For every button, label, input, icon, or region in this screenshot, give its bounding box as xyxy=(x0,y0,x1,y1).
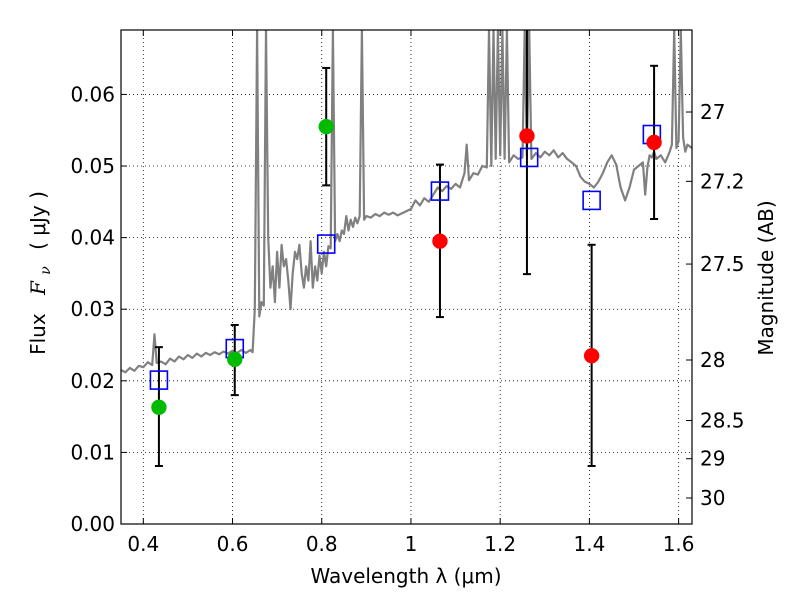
y2-axis-title: Magnitude (AB) xyxy=(754,200,778,355)
y-tick-label: 0.04 xyxy=(70,226,115,250)
y-tick-label: 0.01 xyxy=(70,440,115,464)
green-detection-point xyxy=(151,399,167,416)
y-axis-title-subscript: ν xyxy=(38,266,54,275)
y-tick-label: 0.00 xyxy=(70,512,115,536)
x-tick-label: 0.4 xyxy=(127,532,159,556)
green-detection-point xyxy=(318,118,334,135)
model-photometry-square xyxy=(149,370,169,390)
red-detection-point xyxy=(646,134,662,151)
mag-tick-label: 28 xyxy=(700,348,725,372)
model-photometry-square xyxy=(519,147,539,168)
mag-tick-label: 27 xyxy=(700,100,725,124)
model-spectrum-layer xyxy=(121,30,692,374)
y-tick-label: 0.02 xyxy=(70,369,115,393)
errorbar xyxy=(522,30,531,276)
grid-lines xyxy=(121,30,692,524)
x-tick-label: 1 xyxy=(405,532,418,556)
red-detection-point xyxy=(583,348,600,364)
y-axis-title-symbol: F xyxy=(26,280,50,296)
green-detection-point xyxy=(227,351,243,368)
mag-tick-label: 28.5 xyxy=(700,409,745,433)
marker-layer xyxy=(149,118,662,416)
model-photometry-square xyxy=(582,190,601,211)
plot-frame xyxy=(120,29,693,525)
mag-tick-label: 30 xyxy=(700,486,725,510)
model-photometry-square xyxy=(316,234,336,254)
red-detection-point xyxy=(432,233,448,249)
errorbar-layer xyxy=(154,30,659,468)
y-axis-title: Flux F ν ( μJy ) xyxy=(26,191,55,355)
red-detection-point xyxy=(519,128,535,144)
x-tick-label: 1.6 xyxy=(663,532,695,556)
x-tick-label: 1.2 xyxy=(484,532,516,556)
y-axis-title-flux: Flux xyxy=(26,313,50,355)
y-axis-title-unit: ( μJy ) xyxy=(26,191,50,250)
x-tick-label: 1.4 xyxy=(573,532,605,556)
mag-tick-label: 27.5 xyxy=(700,252,745,276)
y-tick-label: 0.03 xyxy=(70,297,115,321)
x-tick-label: 0.8 xyxy=(306,532,338,556)
model-photometry-square xyxy=(430,181,450,201)
x-tick-label: 0.6 xyxy=(217,532,249,556)
y-tick-label: 0.05 xyxy=(70,154,115,178)
mag-tick-label: 29 xyxy=(700,447,725,471)
x-axis-title: Wavelength λ (μm) xyxy=(310,564,501,588)
mag-tick-label: 27.2 xyxy=(700,169,745,193)
y-tick-label: 0.06 xyxy=(70,82,115,106)
model-spectrum-line xyxy=(121,30,692,374)
tick-layer: 0.4 0.6 0.8 1 1.2 1.4 1.6 0.00 0.01 0.02 0.03 0.04 0… xyxy=(70,30,745,556)
